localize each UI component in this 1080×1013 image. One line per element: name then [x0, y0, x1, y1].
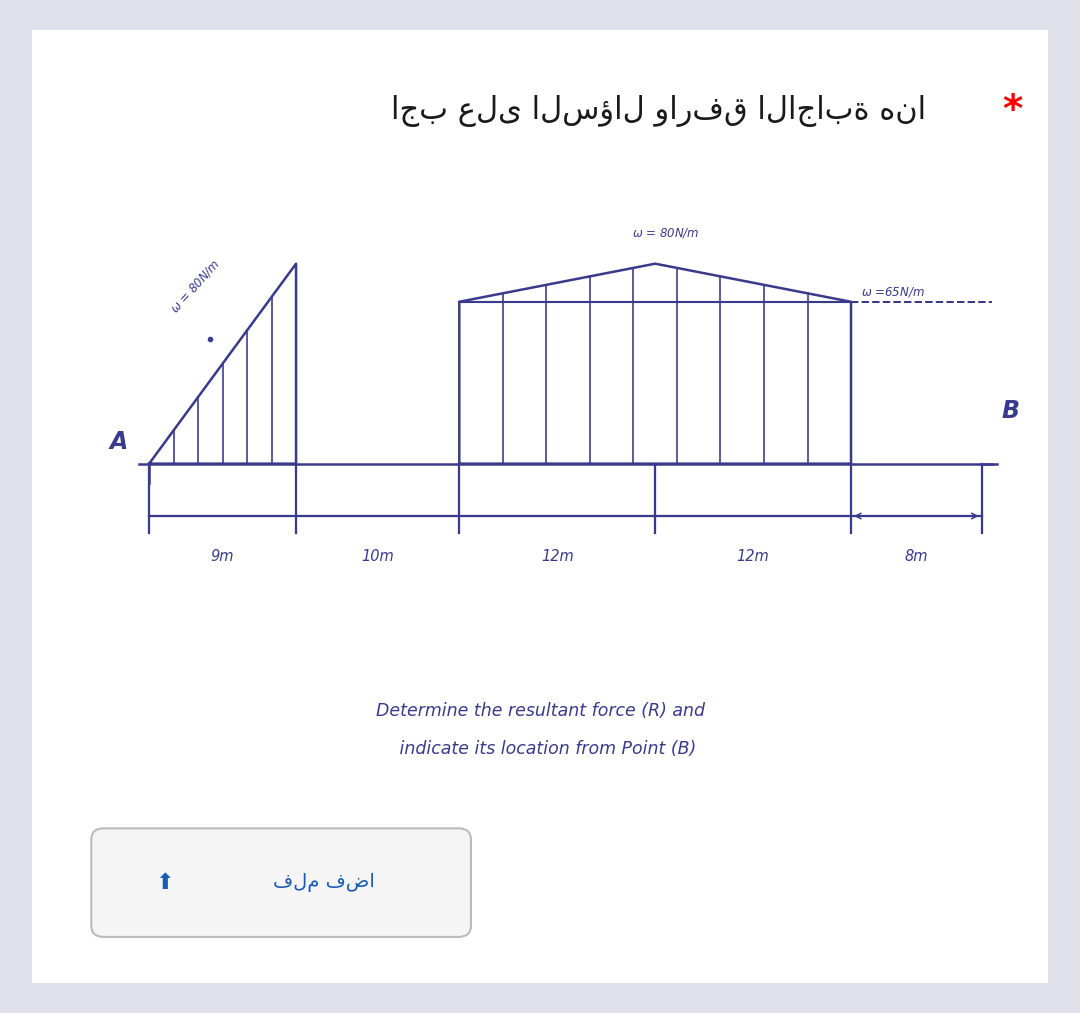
Text: Determine the resultant force (R) and: Determine the resultant force (R) and — [376, 702, 704, 720]
Text: 12m: 12m — [541, 549, 573, 564]
Text: اجب على السؤال وارفق الاجابة هنا: اجب على السؤال وارفق الاجابة هنا — [391, 95, 926, 128]
Text: $\omega$ = 80N/m: $\omega$ = 80N/m — [632, 226, 699, 240]
Text: indicate its location from Point (B): indicate its location from Point (B) — [383, 741, 697, 759]
Text: 10m: 10m — [362, 549, 394, 564]
Text: B: B — [1002, 399, 1020, 423]
Text: $\omega$ =65N/m: $\omega$ =65N/m — [861, 286, 924, 299]
Text: A: A — [109, 431, 127, 454]
FancyBboxPatch shape — [12, 11, 1068, 1002]
Text: 12m: 12m — [737, 549, 769, 564]
Text: 9m: 9m — [211, 549, 234, 564]
Text: ⬆: ⬆ — [156, 872, 174, 892]
Text: فلم فضا: فلم فضا — [273, 873, 375, 892]
Text: 8m: 8m — [905, 549, 928, 564]
FancyBboxPatch shape — [92, 829, 471, 937]
Text: $\omega$ = 80N/m: $\omega$ = 80N/m — [167, 256, 222, 316]
Text: *: * — [1002, 92, 1022, 131]
